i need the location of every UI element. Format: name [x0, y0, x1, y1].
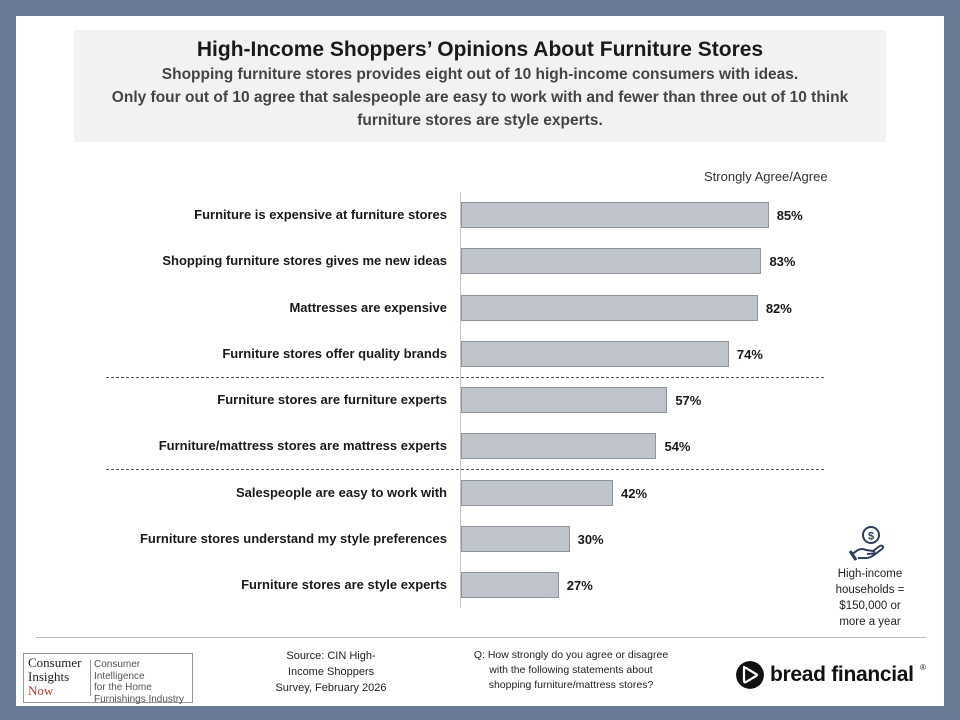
data-label: 57% [675, 393, 702, 408]
category-label: Furniture stores are style experts [241, 577, 447, 592]
subtitle-line-1: Shopping furniture stores provides eight… [161, 66, 799, 83]
source-line: Survey, February 2026 [275, 682, 387, 694]
svg-text:$: $ [868, 531, 874, 543]
tagline-line: Consumer Intelligence [94, 659, 145, 682]
data-label: 83% [769, 254, 796, 270]
question-line: shopping furniture/mattress stores? [488, 679, 654, 691]
slide: High-Income Shoppers’ Opinions About Fur… [16, 16, 944, 706]
survey-question: Q: How strongly do you agree or disagree… [436, 648, 706, 693]
data-label: 82% [765, 300, 792, 316]
question-line: Q: How strongly do you agree or disagree [473, 649, 669, 661]
footer-divider [36, 637, 926, 638]
category-label: Mattresses are expensive [289, 299, 447, 315]
group-divider [106, 376, 824, 378]
bar [461, 340, 729, 367]
series-header: Strongly Agree/Agree [704, 169, 828, 184]
bar [461, 525, 570, 552]
category-label: Furniture/mattress stores are mattress e… [158, 438, 447, 454]
data-label: 74% [736, 346, 763, 362]
note-line: more a year [839, 616, 901, 628]
bar [461, 433, 657, 460]
bar [461, 294, 758, 321]
subtitle-line-2: Only four out of 10 agree that salespeop… [111, 89, 849, 106]
data-label: 85% [776, 208, 803, 223]
data-label: 30% [577, 531, 604, 547]
source-line: Source: CIN High- [286, 650, 376, 662]
category-label: Furniture stores offer quality brands [222, 345, 447, 361]
chart-title: High-Income Shoppers’ Opinions About Fur… [196, 38, 764, 61]
tagline-line: for the Home [94, 682, 152, 693]
bar [461, 202, 769, 228]
data-label: 27% [566, 578, 593, 593]
subtitle-line-3: furniture stores are style experts. [357, 112, 603, 129]
note-line: High-income [837, 568, 903, 580]
data-label: 42% [621, 485, 648, 501]
data-label: 54% [664, 439, 691, 455]
cin-logo-wordmark: Consumer Insights Now [28, 656, 81, 698]
cin-logo-line: Insights [28, 669, 70, 684]
question-line: with the following statements about [489, 664, 653, 676]
category-label: Furniture stores understand my style pre… [139, 530, 447, 546]
cin-logo: Consumer Insights Now Consumer Intellige… [23, 653, 193, 705]
cin-logo-tagline: Consumer Intelligence for the Home Furni… [94, 659, 192, 705]
cin-logo-line: Consumer [28, 655, 82, 670]
category-axis-line [460, 192, 461, 608]
tagline-line: Furnishings Industry [94, 693, 185, 705]
brand-name: bread financial [770, 663, 914, 686]
note-line: households = [835, 584, 905, 596]
category-label: Furniture is expensive at furniture stor… [194, 207, 447, 222]
category-label: Salespeople are easy to work with [236, 484, 447, 500]
title-box: High-Income Shoppers’ Opinions About Fur… [74, 30, 886, 142]
category-label: Shopping furniture stores gives me new i… [162, 253, 447, 269]
bar [461, 479, 614, 506]
group-divider [106, 469, 824, 471]
bread-logo-icon [736, 661, 764, 689]
bar [461, 572, 559, 598]
source-line: Income Shoppers [287, 666, 375, 678]
logo-separator [90, 660, 91, 696]
note-text: High-income households = $150,000 or mor… [822, 566, 918, 630]
money-hand-icon: $ [848, 526, 885, 561]
source-note: Source: CIN High- Income Shoppers Survey… [266, 648, 396, 696]
note-line: $150,000 or [839, 600, 901, 612]
bar [461, 387, 668, 413]
brand-registered-mark: ® [920, 663, 926, 672]
category-label: Furniture stores are furniture experts [217, 392, 447, 407]
cin-logo-line: Now [28, 683, 54, 698]
bar [461, 248, 762, 275]
